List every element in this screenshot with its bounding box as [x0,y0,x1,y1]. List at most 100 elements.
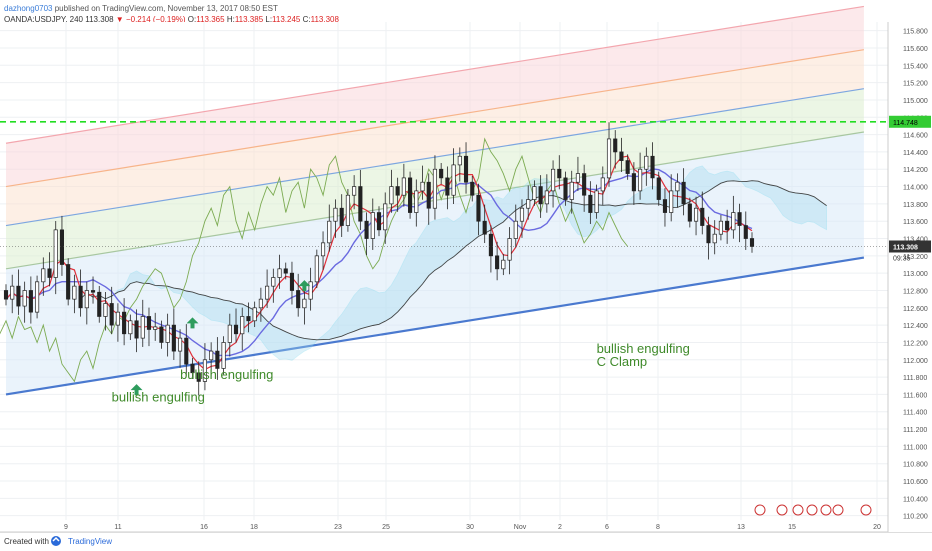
candle-body [53,229,58,278]
candle-body [35,281,40,313]
price-axis-tick-label: 113.800 [903,202,928,209]
candle-body [445,177,450,196]
candle-body [662,199,668,213]
candle-body [109,303,114,326]
footer-bar: Created with TradingView [0,532,932,551]
candle-body [519,207,525,222]
candle-body [482,220,487,235]
down-triangle-icon: ▼ [115,15,124,24]
open-value: 113.365 [196,15,225,24]
candle-body [128,320,133,335]
close-label: C: [302,15,311,24]
countdown-label: 09:35 [893,255,911,262]
candle-body [134,320,139,339]
candle-body [90,290,96,293]
candle-body [532,186,537,200]
candle-body [358,186,363,222]
publish-text: published on TradingView.com, November 1… [54,4,278,13]
economic-event-icon [860,504,872,516]
candle-body [122,311,127,335]
candle-body [153,326,158,330]
close-value: 113.308 [310,15,339,24]
candle-body [314,255,319,283]
candle-body [544,190,549,205]
candle-body [432,168,438,209]
time-axis-tick-label: 8 [656,524,660,531]
price-axis-tick-label: 112.800 [903,288,928,295]
candle-body [283,268,288,274]
candle-body [202,359,207,382]
price-axis-tick-label: 114.400 [903,150,928,157]
candle-body [401,177,406,196]
candle-body [233,324,239,335]
price-axis-tick-label: 114.000 [903,185,928,192]
time-axis-tick-label: 20 [873,524,881,531]
candle-body [215,350,220,369]
last-price-tag [889,240,931,253]
candle-body [78,285,83,309]
price-axis-tick-label: 110.800 [903,462,928,469]
candle-body [706,225,711,244]
high-value: 113.385 [234,15,264,24]
candle-body [737,212,742,226]
price-axis-tick-label: 111.400 [903,410,927,417]
time-axis-tick-label: 2 [558,524,562,531]
candle-body [115,311,120,326]
author-name[interactable]: dazhong0703 [4,4,53,13]
signal-arrow-icon [298,280,311,292]
time-axis-tick-label: Nov [514,524,527,531]
candle-body [47,268,52,278]
price-axis-tick-label: 111.600 [903,392,927,399]
price-axis-tick-label: 112.200 [903,340,928,347]
candle-body [675,181,680,192]
candle-body [265,285,270,300]
level-price-label: 114.748 [893,120,918,127]
tradingview-brand[interactable]: TradingView [68,537,113,546]
candle-body [644,155,649,170]
channel-line [5,5,864,144]
low-label: L: [265,15,273,24]
price-axis-tick-label: 115.000 [903,98,928,105]
candle-body [700,207,705,226]
level-price-tag [889,115,931,128]
candle-body [569,181,574,200]
price-axis-tick-label: 113.200 [903,254,928,261]
candle-body [171,324,176,352]
candle-body [221,342,226,369]
candle-body [470,181,475,196]
candle-body [28,290,33,313]
economic-event-icon [776,504,788,516]
signal-arrow-icon [130,384,143,396]
price-axis-bg [888,22,932,532]
economic-event-icon [832,504,844,516]
candle-body [289,272,295,291]
candle-body [495,255,500,270]
candle-body [178,337,183,352]
time-axis-tick-label: 16 [200,524,208,531]
candle-body [333,207,338,222]
candle-body [352,186,357,196]
high-label: H: [226,15,235,24]
candle-body [743,225,748,239]
tradingview-logo-icon[interactable] [50,535,66,547]
candle-body [327,220,332,244]
price-axis-tick-label: 111.000 [903,444,927,451]
price-chart[interactable]: bullish engulfing bullish engulfing bullis… [0,0,932,532]
candle-body [681,181,686,205]
candle-body [66,264,71,300]
candle-body [389,186,394,205]
candle-body [302,298,307,309]
time-axis-tick-label: 23 [334,524,342,531]
candle-body [252,307,257,322]
price-axis-tick-label: 114.200 [903,167,928,174]
candle-body [557,168,562,179]
price-axis-tick-label: 110.600 [903,479,928,486]
time-axis-tick-label: 6 [605,524,609,531]
candle-body [146,316,152,330]
economic-event-icon [820,504,832,516]
time-axis-tick-label: 9 [64,524,68,531]
candle-body [258,298,263,309]
candle-body [320,242,326,257]
price-axis-tick-label: 110.400 [903,496,928,503]
candle-body [277,268,282,278]
